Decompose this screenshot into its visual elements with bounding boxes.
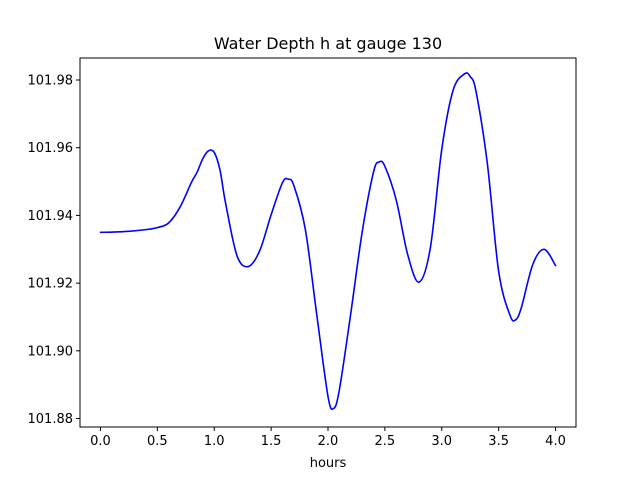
y-tick-label: 101.90 [28, 344, 74, 359]
y-tick-label: 101.96 [28, 141, 74, 156]
y-tick-label: 101.94 [28, 209, 74, 224]
plot-frame [79, 57, 577, 428]
plot-area [99, 72, 557, 411]
y-tick-label: 101.92 [28, 277, 74, 292]
x-tick-label: 4.0 [545, 434, 566, 449]
x-tick-label: 2.0 [318, 434, 339, 449]
x-tick-label: 2.5 [375, 434, 396, 449]
x-tick-label: 1.0 [204, 434, 225, 449]
y-tick-label: 101.98 [28, 74, 74, 89]
x-tick-label: 0.5 [147, 434, 168, 449]
x-tick-label: 0.0 [90, 434, 111, 449]
x-tick-label: 3.5 [488, 434, 509, 449]
y-axis: 101.88 101.90 101.92 101.94 101.96 101.98 [28, 74, 80, 427]
x-tick-label: 1.5 [261, 434, 282, 449]
x-axis: 0.0 0.5 1.0 1.5 2.0 2.5 3.0 3.5 4.0 [90, 427, 566, 449]
x-axis-label: hours [310, 456, 347, 471]
y-tick-label: 101.88 [28, 412, 74, 427]
x-tick-label: 3.0 [431, 434, 452, 449]
chart-title: Water Depth h at gauge 130 [214, 34, 442, 53]
series-line [99, 72, 557, 411]
